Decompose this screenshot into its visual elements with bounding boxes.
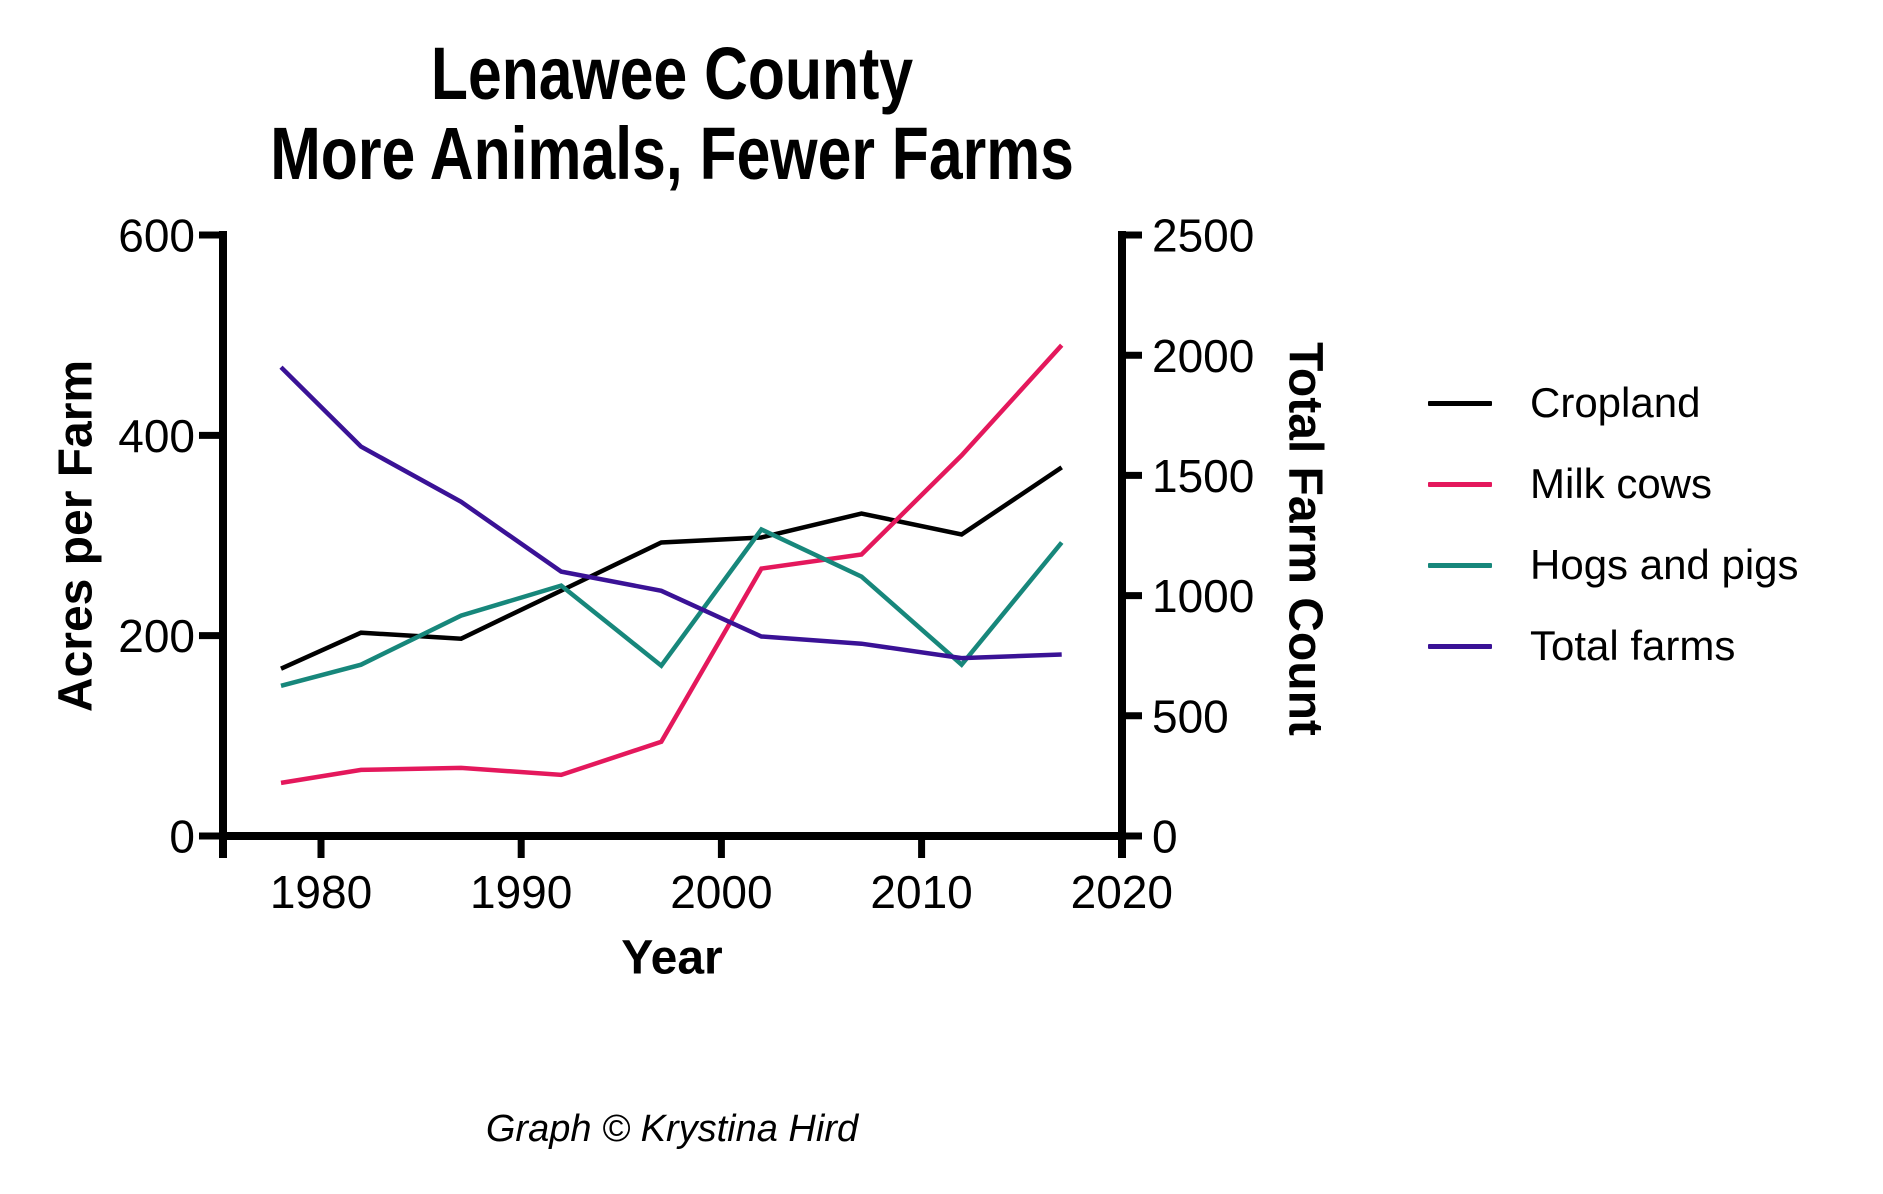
x-axis-tick-label: 1980 (270, 866, 372, 918)
right-axis-tick-label: 0 (1152, 811, 1178, 863)
left-axis-tick-label: 200 (118, 610, 195, 662)
left-axis-title: Acres per Farm (49, 359, 103, 713)
right-axis-title: Total Farm Count (1278, 342, 1332, 736)
chart-title: Lenawee County More Animals, Fewer Farms (0, 34, 1344, 194)
right-axis-tick-label: 2500 (1152, 210, 1254, 262)
x-axis-tick-label: 2020 (1071, 866, 1173, 918)
left-axis-tick-label: 600 (118, 210, 195, 262)
x-axis-tick-label: 2000 (670, 866, 772, 918)
chart-title-line1: Lenawee County (430, 32, 914, 115)
left-axis-tick-label: 400 (118, 410, 195, 462)
x-axis-tick-label: 1990 (470, 866, 572, 918)
series-line-total-farms (279, 365, 1062, 661)
x-axis-title: Year (621, 931, 723, 985)
left-axis-tick-label: 0 (169, 811, 195, 863)
x-axis-tick-label: 2010 (870, 866, 972, 918)
chart-title-line2: More Animals, Fewer Farms (270, 112, 1074, 195)
series-line-milk-cows (280, 343, 1064, 786)
series-line-hogs-and-pigs (280, 526, 1064, 688)
right-axis-tick-label: 2000 (1152, 330, 1254, 382)
right-axis-tick-label: 1000 (1152, 570, 1254, 622)
series-line-cropland (280, 465, 1063, 671)
right-axis-tick-label: 1500 (1152, 450, 1254, 502)
credit-caption: Graph © Krystina Hird (485, 1108, 859, 1150)
right-axis-tick-label: 500 (1152, 690, 1229, 742)
